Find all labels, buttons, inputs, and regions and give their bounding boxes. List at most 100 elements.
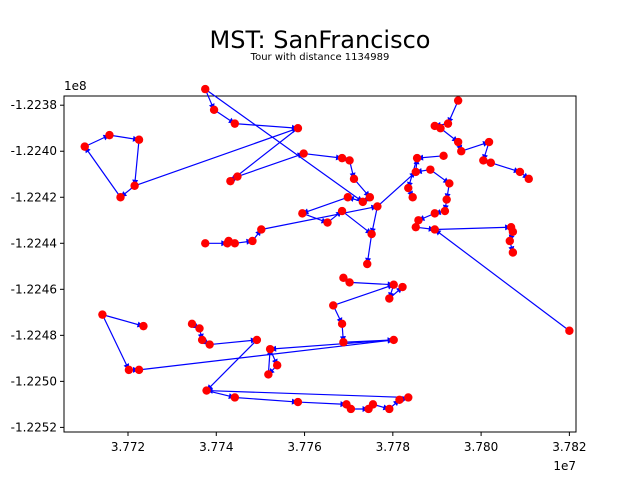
x-axis: 3.772 3.774 3.776 3.778 3.780 3.782 — [111, 432, 587, 454]
tour-point — [358, 197, 368, 207]
tour-point — [339, 273, 348, 283]
tour-point — [404, 393, 413, 402]
edge-line — [101, 314, 130, 371]
tour-point — [134, 365, 144, 375]
tour-point — [412, 153, 422, 163]
tour-point — [373, 202, 382, 211]
tour-point — [439, 151, 448, 161]
tour-point — [197, 335, 207, 345]
edge-line — [134, 127, 299, 187]
tour-point — [442, 195, 451, 204]
tour-point — [230, 393, 240, 402]
tour-point — [201, 239, 210, 248]
y-tick-label: -1.2240 — [11, 144, 57, 158]
y-tick-label: -1.2252 — [11, 420, 57, 434]
edge-line — [297, 401, 347, 405]
tour-point — [80, 142, 89, 151]
edge-line — [234, 123, 298, 129]
tour-point — [445, 179, 454, 188]
edge-line — [237, 152, 304, 178]
edge-line — [206, 389, 409, 399]
edge-line — [102, 314, 144, 327]
y-axis-offset-label: 1e8 — [64, 79, 87, 93]
tour-point — [411, 222, 420, 232]
tour-point — [426, 165, 435, 174]
tour-point — [385, 294, 394, 303]
tour-point — [508, 227, 518, 236]
tour-point — [130, 181, 139, 190]
tour-point — [484, 137, 494, 147]
edge-line — [209, 339, 257, 346]
tour-point — [411, 167, 420, 177]
tour-point — [337, 153, 347, 163]
edge-line — [302, 196, 349, 214]
y-tick-label: -1.2250 — [11, 374, 57, 388]
tour-point — [293, 397, 303, 407]
tour-point — [479, 156, 488, 165]
tour-point — [187, 319, 197, 329]
tour-points — [80, 84, 574, 414]
plot-area: 3.772 3.774 3.776 3.778 3.780 3.782 -1.2252-1… — [11, 84, 587, 454]
x-tick-label: 3.774 — [199, 440, 233, 454]
edge-line — [333, 284, 394, 306]
tour-point — [346, 404, 356, 414]
tour-point — [515, 167, 525, 177]
x-axis-offset-label: 1e7 — [553, 459, 576, 473]
tour-point — [443, 119, 453, 128]
tour-point — [298, 209, 307, 218]
y-tick-label: -1.2238 — [11, 98, 57, 112]
edge-line — [270, 339, 394, 350]
tour-point — [230, 239, 240, 248]
tour-point — [265, 344, 275, 354]
tour-point — [389, 280, 398, 289]
tour-point — [404, 183, 413, 193]
tour-point — [124, 365, 134, 375]
tour-point — [323, 218, 332, 227]
tour-point — [508, 248, 518, 257]
tour-point — [398, 282, 407, 292]
tour-point — [293, 124, 303, 133]
tour-point — [457, 147, 466, 156]
edge-line — [349, 281, 394, 286]
tour-point — [201, 84, 210, 94]
tour-point — [252, 335, 262, 345]
edge-line — [138, 339, 394, 371]
tour-point — [430, 209, 439, 218]
tour-point — [505, 236, 514, 246]
tour-point — [349, 174, 359, 184]
x-tick-label: 3.782 — [552, 440, 586, 454]
chart-title: MST: SanFrancisco — [210, 26, 431, 54]
edge-line — [206, 339, 258, 391]
edge-line — [376, 171, 417, 207]
tour-point — [385, 404, 394, 414]
edge-line — [261, 205, 378, 231]
tour-point — [414, 216, 423, 225]
y-axis: -1.2252 -1.2250 -1.2248 -1.2246 -1.2244 -1.22… — [11, 98, 64, 434]
tour-point — [430, 225, 439, 234]
tour-point — [453, 96, 463, 105]
y-tick-label: -1.2246 — [11, 282, 57, 296]
edge-line — [230, 127, 299, 182]
edge-line — [434, 226, 512, 231]
tour-point — [105, 130, 114, 140]
tour-point — [436, 124, 445, 133]
edge-line — [134, 139, 140, 186]
x-tick-label: 3.776 — [287, 440, 321, 454]
x-tick-label: 3.778 — [376, 440, 410, 454]
tour-point — [365, 193, 375, 202]
tour-point — [134, 135, 144, 144]
edge-line — [234, 396, 298, 403]
edge-line — [434, 228, 570, 332]
axes-frame — [63, 95, 577, 433]
y-tick-label: -1.2248 — [11, 328, 57, 342]
tour-point — [367, 229, 376, 239]
tour-point — [408, 193, 417, 202]
tour-point — [264, 370, 273, 379]
tour-point — [524, 174, 533, 184]
tour-point — [299, 149, 308, 158]
edge-line — [341, 210, 373, 235]
edge-line — [204, 88, 364, 203]
tour-point — [202, 386, 211, 395]
